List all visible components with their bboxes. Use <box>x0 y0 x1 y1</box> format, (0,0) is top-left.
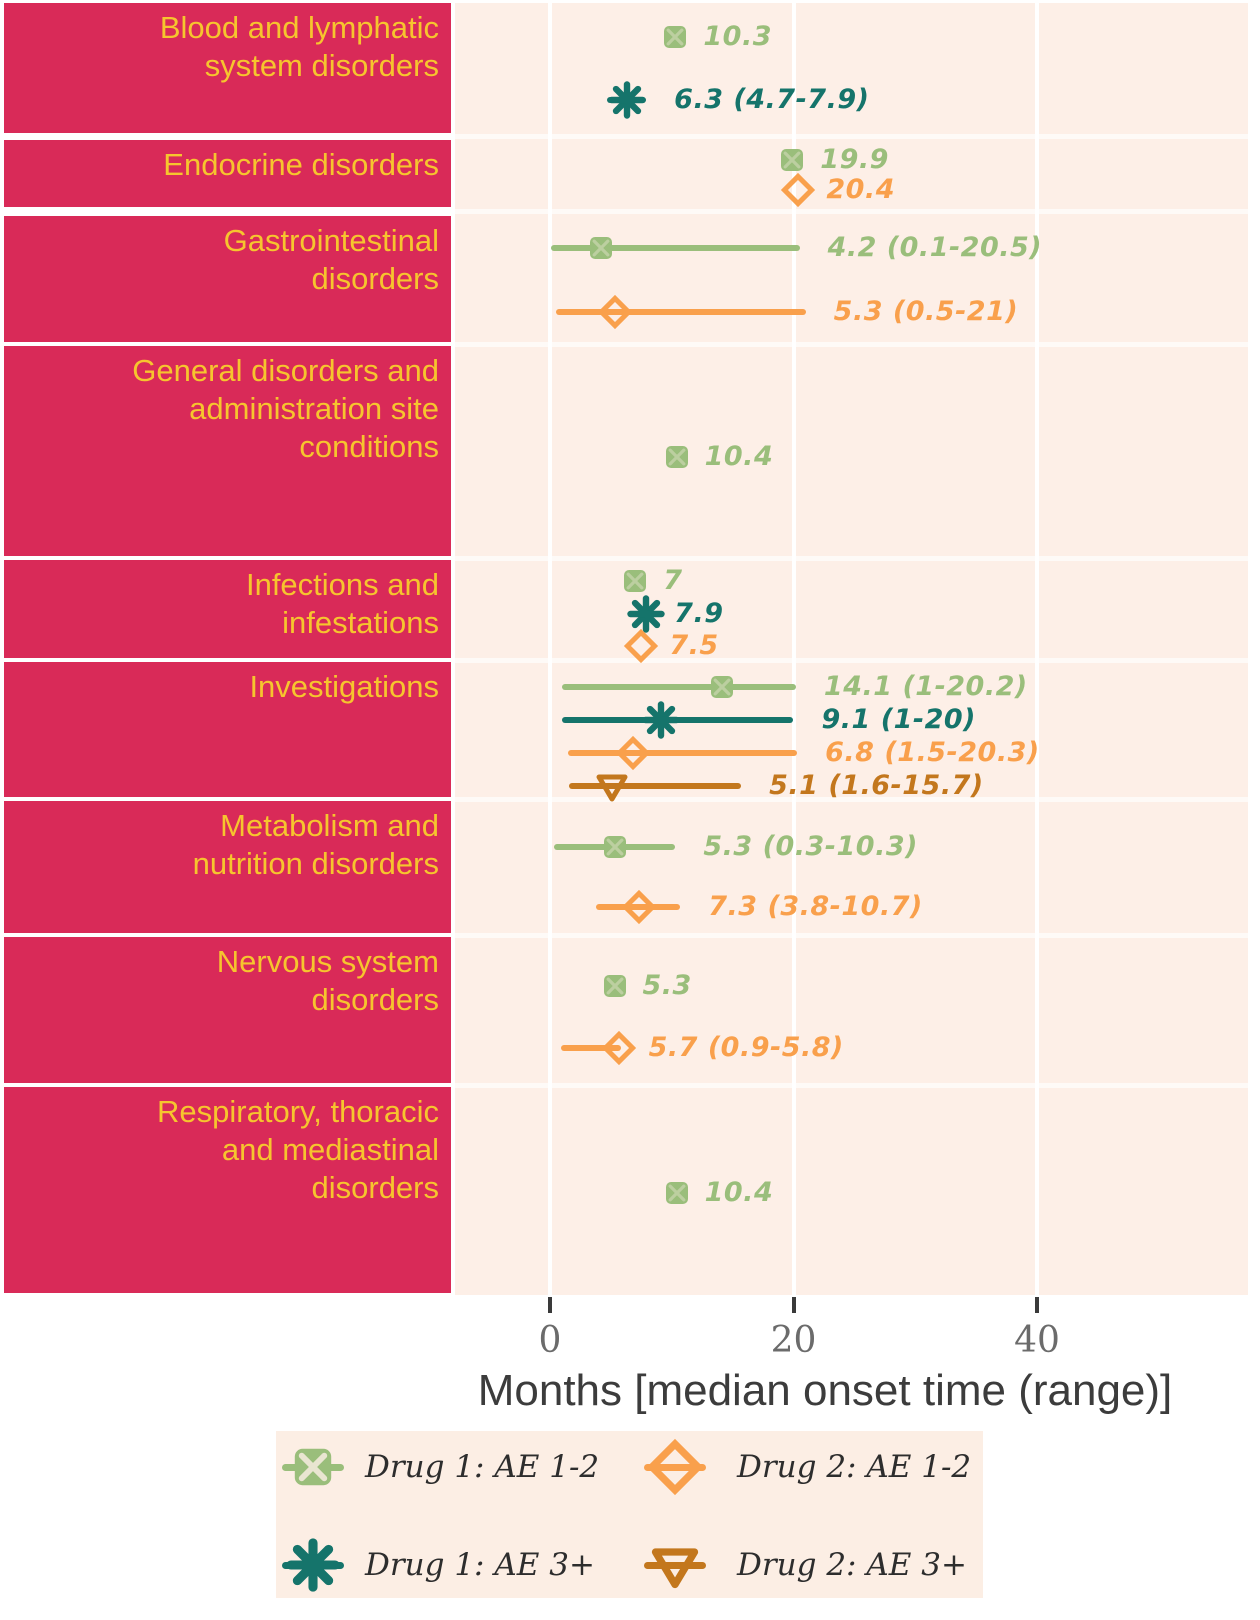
x-tick-mark <box>1035 1297 1039 1313</box>
category-band: Endocrine disorders <box>4 140 451 207</box>
point-value-label: 6.3 (4.7-7.9) <box>674 83 870 115</box>
category-band: Respiratory, thoracic and mediastinal di… <box>4 1087 451 1293</box>
gridline <box>791 3 796 1295</box>
category-label: Blood and lymphatic system disorders <box>159 10 439 83</box>
range-bar <box>562 684 796 690</box>
range-bar <box>568 750 798 756</box>
point-value-label: 9.1 (1-20) <box>821 703 976 735</box>
point-value-label: 14.1 (1-20.2) <box>823 670 1028 702</box>
category-label: Respiratory, thoracic and mediastinal di… <box>157 1094 439 1205</box>
category-label: Gastrointestinal disorders <box>223 223 439 296</box>
diamond-open-legend-icon <box>646 1438 704 1496</box>
triangle-down-open-legend-icon <box>649 1539 701 1591</box>
square-cross-legend-icon <box>287 1441 339 1493</box>
gridline <box>1035 3 1039 1295</box>
square-cross-marker-icon <box>595 827 635 867</box>
x-tick-mark <box>548 1297 552 1313</box>
category-label: Nervous system disorders <box>216 944 439 1017</box>
point-value-label: 5.3 (0.3-10.3) <box>703 830 918 862</box>
range-bar <box>560 1045 621 1051</box>
category-band: Gastrointestinal disorders <box>4 216 451 342</box>
square-cross-marker-icon <box>772 140 812 180</box>
square-cross-marker-icon <box>581 228 621 268</box>
diamond-open-marker-icon <box>595 292 635 332</box>
point-value-label: 10.4 <box>704 440 774 472</box>
point-value-label: 7 <box>663 564 683 596</box>
row-separator <box>455 341 1248 347</box>
x-tick-label: 20 <box>770 1320 817 1361</box>
legend-item-label: Drug 2: AE 3+ <box>737 1547 967 1583</box>
category-band: Investigations <box>4 662 451 797</box>
diamond-open-marker-icon <box>619 887 659 927</box>
category-label: Metabolism and nutrition disorders <box>192 808 439 881</box>
range-bar <box>569 783 742 789</box>
asterisk-legend-icon <box>286 1538 340 1592</box>
point-value-label: 5.1 (1.6-15.7) <box>769 769 984 801</box>
row-separator <box>455 209 1248 214</box>
x-tick-label: 40 <box>1014 1320 1060 1361</box>
diamond-open-marker-icon <box>621 626 661 666</box>
diamond-open-marker-icon <box>613 733 653 773</box>
triangle-down-open-marker-icon <box>592 766 632 806</box>
category-band: General disorders and administration sit… <box>4 346 451 556</box>
point-value-label: 5.3 (0.5-21) <box>833 295 1019 327</box>
range-bar <box>551 245 800 251</box>
point-value-label: 19.9 <box>820 143 889 175</box>
legend-key-line <box>644 1561 706 1569</box>
point-value-label: 7.5 <box>669 629 719 661</box>
category-band: Metabolism and nutrition disorders <box>4 801 451 933</box>
category-band: Blood and lymphatic system disorders <box>4 3 451 133</box>
plot-area <box>455 3 1248 1295</box>
row-separator <box>455 796 1248 802</box>
legend-item-label: Drug 1: AE 3+ <box>365 1547 595 1583</box>
row-separator <box>455 134 1248 139</box>
category-band: Infections and infestations <box>4 560 451 658</box>
point-value-label: 5.3 <box>642 969 692 1001</box>
row-separator <box>455 1082 1248 1088</box>
category-label: Infections and infestations <box>245 567 439 640</box>
category-band: Nervous system disorders <box>4 937 451 1083</box>
square-cross-marker-icon <box>702 667 742 707</box>
x-axis-title: Months [median onset time (range)] <box>477 1366 1173 1415</box>
x-tick-label: 0 <box>538 1320 562 1361</box>
legend-key-line <box>644 1463 706 1471</box>
asterisk-marker-icon <box>641 700 681 740</box>
point-value-label: 5.7 (0.9-5.8) <box>648 1031 844 1063</box>
row-separator <box>455 657 1248 663</box>
point-value-label: 4.2 (0.1-20.5) <box>827 231 1043 263</box>
category-label: Endocrine disorders <box>163 147 439 182</box>
point-value-label: 6.8 (1.5-20.3) <box>825 736 1040 768</box>
square-cross-marker-icon <box>657 437 697 477</box>
asterisk-marker-icon <box>626 594 666 634</box>
x-tick-mark <box>791 1297 796 1313</box>
square-cross-marker-icon <box>655 17 695 57</box>
category-label: General disorders and administration sit… <box>132 353 439 464</box>
asterisk-marker-icon <box>607 80 647 120</box>
diamond-open-marker-icon <box>778 170 818 210</box>
range-bar <box>556 309 806 315</box>
point-value-label: 7.9 <box>674 597 724 629</box>
gridline <box>548 3 552 1295</box>
square-cross-marker-icon <box>615 561 655 601</box>
category-label: Investigations <box>249 669 439 704</box>
row-separator <box>455 555 1248 561</box>
legend: Drug 1: AE 1-2 Drug 2: AE 1-2 Drug 1: AE 3… <box>276 1431 983 1598</box>
row-separator <box>455 932 1248 938</box>
square-cross-marker-icon <box>657 1173 697 1213</box>
diamond-open-marker-icon <box>599 1028 639 1068</box>
legend-item-label: Drug 1: AE 1-2 <box>365 1449 600 1485</box>
point-value-label: 10.3 <box>703 20 773 52</box>
square-cross-marker-icon <box>595 966 635 1006</box>
point-value-label: 7.3 (3.8-10.7) <box>708 890 923 922</box>
point-value-label: 10.4 <box>704 1176 774 1208</box>
point-value-label: 20.4 <box>826 173 895 205</box>
range-bar <box>596 904 681 910</box>
legend-item-label: Drug 2: AE 1-2 <box>737 1449 972 1485</box>
